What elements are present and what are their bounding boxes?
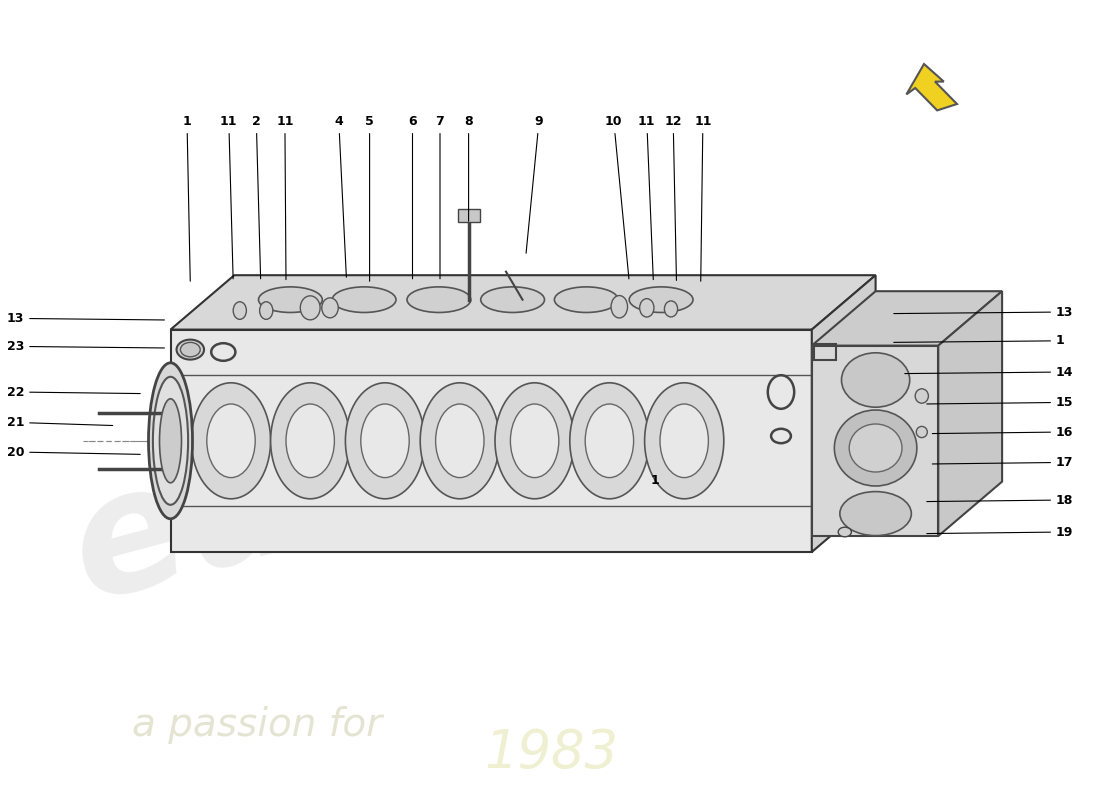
Ellipse shape xyxy=(286,404,334,478)
Text: 22: 22 xyxy=(7,386,140,398)
Text: 11: 11 xyxy=(276,115,294,280)
Ellipse shape xyxy=(260,302,273,319)
Ellipse shape xyxy=(180,342,200,357)
Ellipse shape xyxy=(160,399,182,482)
Ellipse shape xyxy=(321,298,339,318)
Text: 13: 13 xyxy=(7,312,164,325)
Ellipse shape xyxy=(915,389,928,403)
Text: 4: 4 xyxy=(334,115,346,278)
Text: 20: 20 xyxy=(7,446,140,458)
Ellipse shape xyxy=(332,287,396,313)
Polygon shape xyxy=(812,346,938,536)
Ellipse shape xyxy=(361,404,409,478)
Ellipse shape xyxy=(436,404,484,478)
Ellipse shape xyxy=(570,383,649,499)
Text: 1983: 1983 xyxy=(484,727,618,779)
Text: 8: 8 xyxy=(464,115,473,222)
Ellipse shape xyxy=(842,353,910,407)
Ellipse shape xyxy=(835,410,917,486)
Text: 1: 1 xyxy=(183,115,191,282)
Polygon shape xyxy=(812,275,876,552)
Ellipse shape xyxy=(585,404,634,478)
Ellipse shape xyxy=(300,296,320,320)
Polygon shape xyxy=(170,330,812,552)
Ellipse shape xyxy=(645,383,724,499)
Ellipse shape xyxy=(510,404,559,478)
Text: 6: 6 xyxy=(408,115,417,279)
Polygon shape xyxy=(170,275,876,330)
Ellipse shape xyxy=(495,383,574,499)
Text: 5: 5 xyxy=(365,115,374,282)
Ellipse shape xyxy=(612,295,627,318)
Ellipse shape xyxy=(258,287,322,313)
Polygon shape xyxy=(938,291,1002,536)
Ellipse shape xyxy=(916,426,927,438)
Ellipse shape xyxy=(191,383,271,499)
Ellipse shape xyxy=(148,362,192,519)
Text: 11: 11 xyxy=(694,115,712,282)
Text: 15: 15 xyxy=(927,396,1074,409)
Ellipse shape xyxy=(207,404,255,478)
Ellipse shape xyxy=(407,287,471,313)
Text: 1: 1 xyxy=(894,334,1065,347)
Text: 7: 7 xyxy=(436,115,444,279)
Text: 14: 14 xyxy=(905,366,1074,378)
Text: 10: 10 xyxy=(605,115,629,279)
Text: 13: 13 xyxy=(894,306,1074,318)
Text: 18: 18 xyxy=(927,494,1074,506)
Ellipse shape xyxy=(660,404,708,478)
Polygon shape xyxy=(458,210,480,222)
Text: europ: europ xyxy=(55,336,626,635)
Ellipse shape xyxy=(153,377,188,505)
Ellipse shape xyxy=(664,301,678,317)
Ellipse shape xyxy=(629,287,693,313)
Text: 17: 17 xyxy=(933,456,1074,469)
Ellipse shape xyxy=(849,424,902,472)
Ellipse shape xyxy=(420,383,499,499)
Ellipse shape xyxy=(345,383,425,499)
Text: 9: 9 xyxy=(526,115,543,254)
Text: a passion for: a passion for xyxy=(132,706,382,744)
Text: 11: 11 xyxy=(638,115,656,280)
Text: 19: 19 xyxy=(927,526,1074,538)
Ellipse shape xyxy=(838,527,851,537)
Text: 12: 12 xyxy=(664,115,682,281)
Ellipse shape xyxy=(176,339,204,360)
Text: 21: 21 xyxy=(7,416,112,429)
Ellipse shape xyxy=(554,287,618,313)
Ellipse shape xyxy=(233,302,246,319)
Text: 16: 16 xyxy=(933,426,1074,438)
Text: 23: 23 xyxy=(7,340,164,353)
Text: 1: 1 xyxy=(650,474,659,486)
Polygon shape xyxy=(812,291,1002,346)
Ellipse shape xyxy=(640,298,653,317)
Text: 2: 2 xyxy=(252,115,261,279)
Ellipse shape xyxy=(481,287,544,313)
Text: 11: 11 xyxy=(220,115,238,279)
Polygon shape xyxy=(906,64,957,110)
Ellipse shape xyxy=(271,383,350,499)
Ellipse shape xyxy=(840,491,911,536)
